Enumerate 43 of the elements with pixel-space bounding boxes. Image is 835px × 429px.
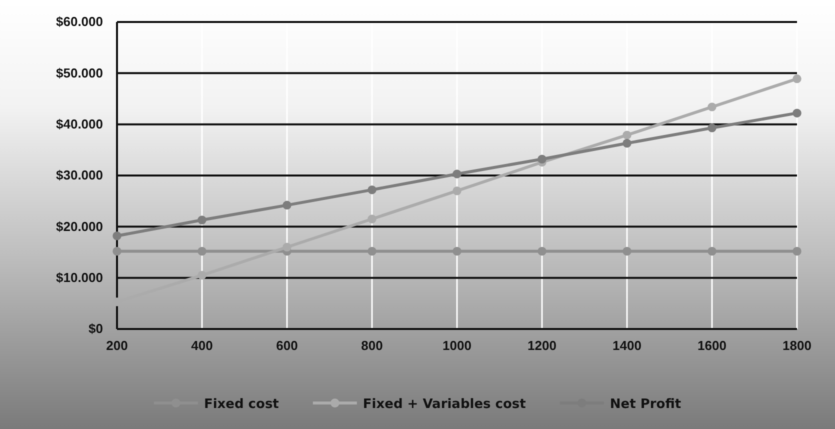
x-tick-label: 1600: [698, 338, 726, 354]
point: [622, 130, 632, 140]
x-tick-label: 600: [276, 338, 298, 354]
point: [538, 154, 546, 164]
point: [622, 138, 632, 148]
point: [708, 246, 716, 256]
point: [112, 232, 122, 240]
y-tick-label: $60.000: [56, 14, 103, 30]
x-tick-label: 400: [191, 338, 213, 354]
x-tick-label: 1200: [528, 338, 556, 354]
x-tick-label: 1800: [782, 338, 812, 354]
y-tick-label: $10.000: [56, 270, 103, 285]
point: [622, 246, 632, 256]
point: [368, 185, 376, 194]
point: [112, 246, 122, 256]
y-tick-label: $50.000: [56, 65, 103, 80]
point: [538, 246, 546, 256]
point: [198, 246, 206, 256]
x-tick-label: 1400: [612, 338, 642, 354]
point: [368, 214, 376, 224]
x-tick-label: 200: [106, 338, 128, 354]
y-tick-label: $30.000: [56, 168, 103, 183]
point: [282, 200, 292, 210]
point: [452, 186, 462, 196]
point: [792, 246, 802, 256]
point: [368, 246, 376, 256]
y-tick-label: $40.000: [56, 116, 103, 132]
point: [198, 270, 206, 280]
point: [452, 170, 462, 178]
x-tick-label: 1000: [442, 338, 472, 354]
point: [198, 216, 206, 224]
point: [282, 242, 292, 252]
x-tick-label: 800: [361, 338, 383, 354]
point: [452, 246, 462, 256]
point: [708, 102, 716, 112]
legend-label: Net Profit: [610, 397, 682, 412]
y-tick-label: $20.000: [56, 218, 103, 234]
y-tick-label: $0: [88, 321, 103, 336]
legend-label: Fixed + Variables cost: [362, 397, 526, 412]
legend-label: Fixed cost: [204, 397, 279, 412]
point: [708, 124, 716, 132]
point: [792, 74, 802, 84]
point: [792, 108, 802, 118]
